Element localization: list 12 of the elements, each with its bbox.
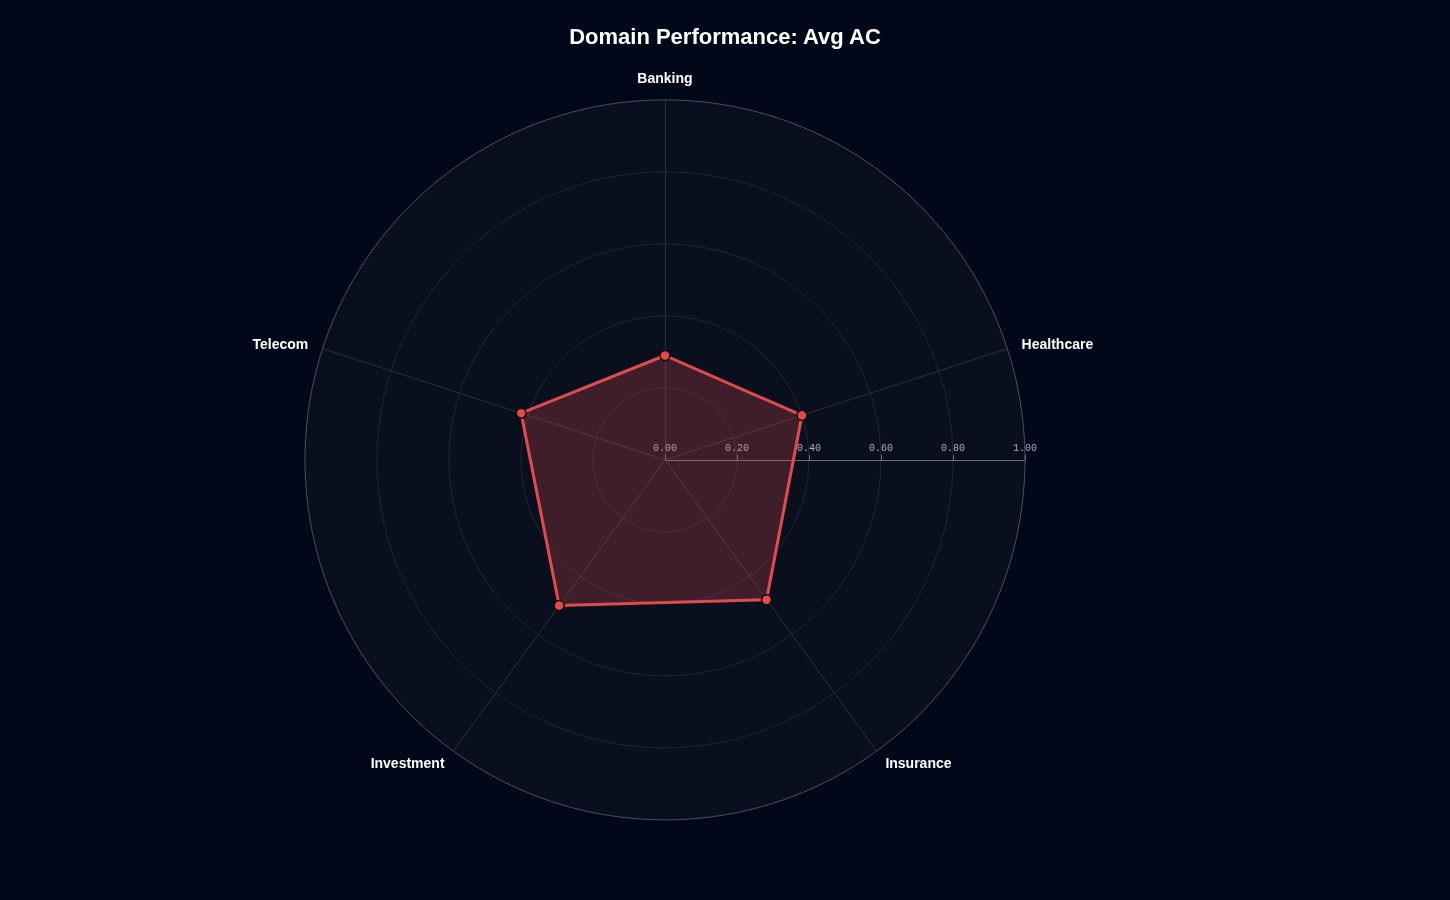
spoke-label: Investment bbox=[370, 755, 445, 772]
y-tick-label: 0.40 bbox=[796, 443, 821, 455]
spoke-label: Telecom bbox=[252, 336, 309, 353]
y-tick-label: 0.20 bbox=[724, 443, 749, 455]
chart-title: Domain Performance: Avg AC bbox=[569, 23, 881, 49]
spoke-label: Banking bbox=[637, 69, 693, 86]
spoke-label: Insurance bbox=[885, 755, 952, 772]
y-tick-label: 0.60 bbox=[868, 443, 893, 455]
y-tick-label: 0.00 bbox=[652, 443, 677, 455]
y-tick-label: 0.80 bbox=[940, 443, 965, 455]
y-tick-label: 1.00 bbox=[1012, 443, 1037, 455]
spoke-label: Healthcare bbox=[1021, 336, 1094, 353]
